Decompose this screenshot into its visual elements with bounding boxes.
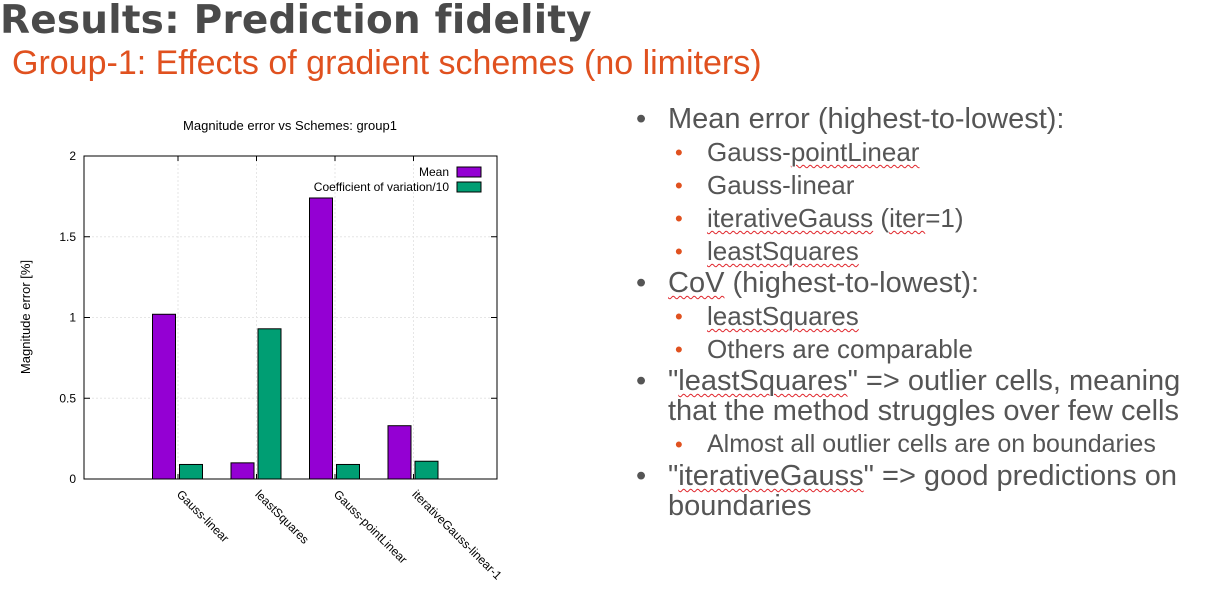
y-ticks: 0 0.5 1 1.5 2	[59, 149, 497, 486]
y-tick-label: 0.5	[59, 391, 76, 405]
bar-mean	[387, 425, 412, 480]
y-tick-label: 0	[69, 472, 76, 486]
bars	[152, 197, 439, 480]
legend-swatch	[456, 181, 482, 193]
y-tick-label: 2	[69, 149, 76, 163]
slide-subtitle: Group-1: Effects of gradient schemes (no…	[12, 44, 762, 82]
y-tick-label: 1	[69, 311, 76, 325]
grid-lines	[84, 155, 497, 480]
legend-swatch	[456, 166, 482, 178]
x-tick-labels: Gauss-linear leastSquares Gauss-pointLinea…	[174, 487, 505, 582]
bullet-list: Mean error (highest-to-lowest): Gauss-po…	[636, 104, 1226, 523]
bar-cov	[336, 463, 360, 480]
bullet-mean-error: Mean error (highest-to-lowest):	[636, 104, 1226, 134]
bar-mean	[230, 462, 255, 480]
bar-mean	[152, 313, 176, 480]
slide-title: Results: Prediction fidelity	[0, 0, 592, 43]
bar-cov	[257, 328, 282, 480]
x-tick-label: Gauss-pointLinear	[331, 487, 410, 566]
sub-bullet-mean-2: Gauss-linear	[636, 169, 1226, 202]
bullet-iterativegauss: "iterativeGauss" => good predictions on …	[636, 461, 1226, 521]
legend-label: Mean	[419, 165, 449, 179]
x-tick-label: iterativeGauss-linear-1	[409, 487, 504, 582]
chart-title: Magnitude error vs Schemes: group1	[183, 118, 397, 133]
x-tick-label: Gauss-linear	[174, 487, 232, 545]
bar-cov	[414, 460, 439, 480]
bar-mean	[309, 197, 333, 480]
sub-bullet-mean-4: leastSquares	[636, 235, 1226, 268]
y-axis-label: Magnitude error [%]	[18, 260, 33, 374]
y-tick-label: 1.5	[59, 230, 76, 244]
x-tick-label: leastSquares	[252, 487, 311, 546]
sub-bullet-boundaries: Almost all outlier cells are on boundari…	[636, 428, 1226, 461]
bar-cov	[179, 463, 203, 480]
sub-bullet-cov-1: leastSquares	[636, 300, 1226, 333]
sub-bullet-mean-3: iterativeGauss (iter=1)	[636, 202, 1226, 235]
legend-label: Coefficient of variation/10	[314, 180, 450, 194]
bullet-leastsquares: "leastSquares" => outlier cells, meaning…	[636, 366, 1226, 426]
sub-bullet-mean-1: Gauss-pointLinear	[636, 136, 1226, 169]
bar-chart: Magnitude error vs Schemes: group1 0 0.5 1…	[18, 118, 505, 583]
bullet-cov: CoV (highest-to-lowest):	[636, 268, 1226, 298]
sub-bullet-cov-2: Others are comparable	[636, 333, 1226, 366]
